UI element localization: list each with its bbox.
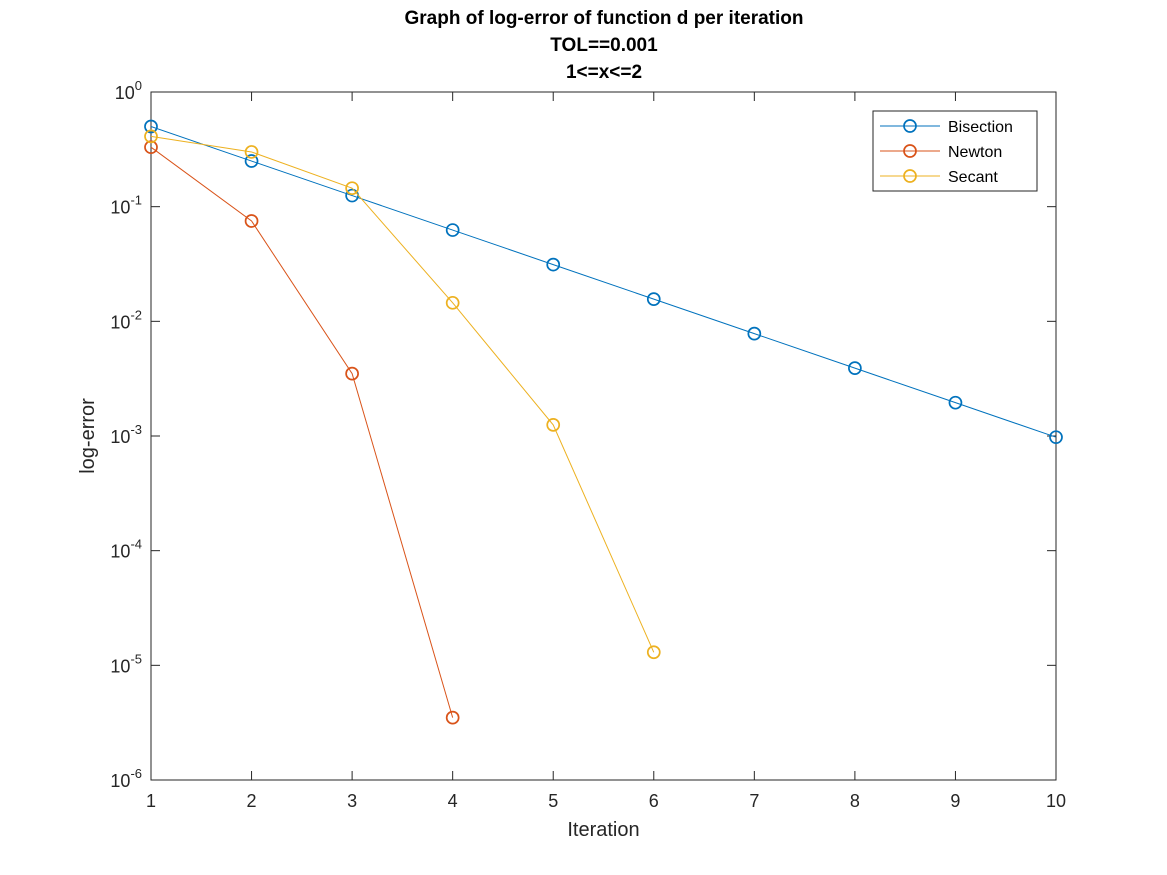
legend-label-secant: Secant — [948, 169, 998, 186]
series-line-newton — [150, 146, 454, 718]
legend-entry-bisection: Bisection — [880, 119, 1013, 136]
data-point-newton — [445, 710, 460, 725]
y-tick-label-base: 10 — [110, 656, 130, 676]
data-point-bisection — [747, 326, 762, 341]
legend-entry-secant: Secant — [880, 169, 998, 186]
x-tick-label: 1 — [146, 791, 156, 811]
y-tick-label-exponent: -3 — [130, 422, 142, 437]
chart-title: Graph of log-error of function d per ite… — [405, 8, 804, 83]
y-tick-label: 10-6 — [110, 766, 142, 791]
x-tick-label: 7 — [749, 791, 759, 811]
data-point-bisection — [244, 154, 259, 168]
legend-marker-newton — [903, 144, 917, 158]
y-axis-label: log-error — [77, 398, 99, 474]
y-tick-label: 10-5 — [110, 651, 142, 676]
y-tick-label-base: 10 — [110, 427, 130, 447]
y-tick-label: 100 — [115, 78, 142, 103]
y-tick-label-base: 10 — [110, 542, 130, 562]
series-secant — [144, 129, 661, 660]
y-tick-label-exponent: -2 — [130, 307, 142, 322]
plot-area — [150, 91, 1057, 781]
y-tick-label-exponent: -5 — [130, 651, 142, 666]
x-tick-label: 4 — [448, 791, 458, 811]
y-tick-label-base: 10 — [115, 83, 135, 103]
data-point-secant — [646, 645, 661, 660]
legend: Bisection Newton Secant — [872, 110, 1038, 192]
data-point-newton — [345, 366, 359, 381]
y-tick-label: 10-2 — [110, 307, 142, 332]
series-layer — [144, 119, 1063, 725]
data-point-secant — [445, 295, 460, 310]
data-point-newton — [144, 140, 158, 155]
y-tick-label-base: 10 — [110, 312, 130, 332]
series-line-secant — [150, 135, 655, 653]
data-point-secant — [144, 129, 158, 144]
data-point-bisection — [1049, 430, 1063, 445]
chart-title-line-2: TOL==0.001 — [550, 35, 658, 56]
x-axis-label: Iteration — [567, 819, 639, 841]
y-tick-label-exponent: -1 — [130, 193, 142, 208]
data-point-secant — [345, 181, 359, 196]
y-tick-label: 10-3 — [110, 422, 142, 447]
legend-label-newton: Newton — [948, 144, 1002, 161]
series-newton — [144, 140, 460, 725]
x-tick-label: 10 — [1046, 791, 1066, 811]
data-point-bisection — [646, 292, 661, 306]
data-point-bisection — [445, 223, 460, 237]
x-tick-label: 3 — [347, 791, 357, 811]
y-tick-label-base: 10 — [110, 198, 130, 218]
x-tick-label: 9 — [950, 791, 960, 811]
y-tick-label-base: 10 — [110, 771, 130, 791]
legend-marker-secant — [903, 169, 917, 183]
y-tick-label-exponent: -6 — [130, 766, 142, 781]
y-tick-label-exponent: 0 — [135, 78, 142, 93]
x-tick-label: 2 — [247, 791, 257, 811]
axis-ticks — [150, 91, 1057, 781]
series-line-bisection — [150, 126, 1057, 438]
data-point-bisection — [848, 361, 862, 375]
data-point-bisection — [144, 119, 158, 134]
x-tick-label: 6 — [649, 791, 659, 811]
y-tick-label: 10-4 — [110, 537, 142, 562]
legend-entry-newton: Newton — [880, 144, 1002, 161]
data-point-bisection — [546, 257, 561, 272]
legend-marker-bisection — [903, 119, 917, 133]
data-point-newton — [244, 214, 259, 228]
chart-title-line-3: 1<=x<=2 — [566, 62, 642, 83]
x-axis-tick-labels: 1 2 3 4 5 6 7 8 9 10 — [146, 791, 1066, 811]
x-tick-label: 5 — [548, 791, 558, 811]
x-tick-label: 8 — [850, 791, 860, 811]
data-point-secant — [244, 145, 259, 159]
data-point-secant — [546, 418, 561, 432]
data-point-bisection — [948, 395, 963, 410]
y-tick-label-exponent: -4 — [130, 537, 142, 552]
legend-label-bisection: Bisection — [948, 119, 1013, 136]
y-tick-label: 10-1 — [110, 193, 142, 218]
chart-title-line-1: Graph of log-error of function d per ite… — [405, 8, 804, 29]
